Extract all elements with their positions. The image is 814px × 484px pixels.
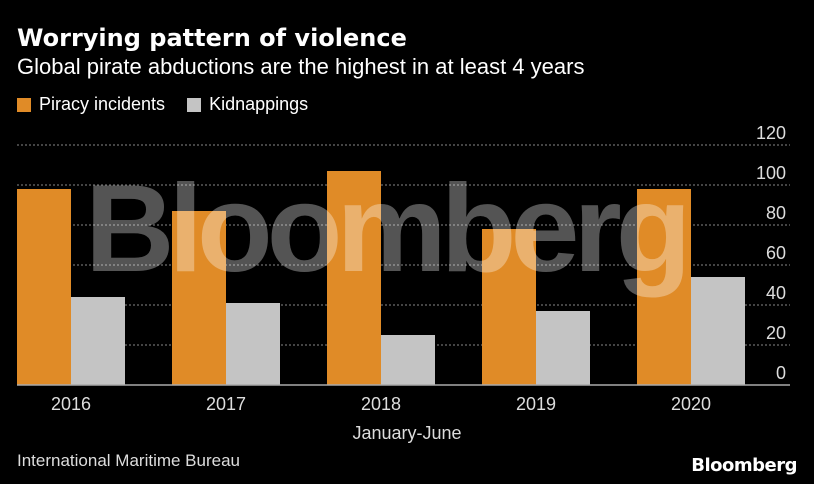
source-note: International Maritime Bureau: [17, 451, 241, 470]
x-tick-label: 2018: [361, 394, 401, 414]
bar-piracy-2017: [172, 211, 226, 385]
bar-kidnappings-2017: [226, 303, 280, 385]
bloomberg-logo: Bloomberg: [691, 455, 797, 476]
bar-piracy-2019: [482, 229, 536, 385]
y-tick-label: 40: [766, 283, 786, 303]
legend-label-kidnappings: Kidnappings: [209, 94, 309, 114]
legend: Piracy incidents Kidnappings: [17, 94, 308, 115]
x-tick-label: 2020: [671, 394, 711, 414]
y-tick-label: 100: [756, 163, 786, 183]
y-tick-label: 80: [766, 203, 786, 223]
x-tick-label: 2017: [206, 394, 246, 414]
x-tick-label: 2016: [51, 394, 91, 414]
chart-title: Worrying pattern of violence: [17, 24, 407, 52]
x-axis-label: January-June: [352, 423, 461, 443]
legend-label-piracy: Piracy incidents: [39, 94, 166, 114]
chart-subtitle: Global pirate abductions are the highest…: [17, 54, 585, 79]
bar-kidnappings-2019: [536, 311, 590, 385]
bar-piracy-2018: [327, 171, 381, 385]
y-tick-label: 60: [766, 243, 786, 263]
bar-piracy-2020: [637, 189, 691, 385]
legend-swatch-piracy: [17, 97, 31, 112]
bar-piracy-2016: [17, 189, 71, 385]
bar-kidnappings-2018: [381, 335, 435, 385]
bar-kidnappings-2016: [71, 297, 125, 385]
legend-swatch-kidnappings: [187, 97, 202, 112]
y-tick-label: 0: [776, 363, 786, 383]
bar-kidnappings-2020: [691, 277, 745, 385]
x-tick-label: 2019: [516, 394, 556, 414]
y-tick-label: 20: [766, 323, 786, 343]
y-tick-label: 120: [756, 123, 786, 143]
